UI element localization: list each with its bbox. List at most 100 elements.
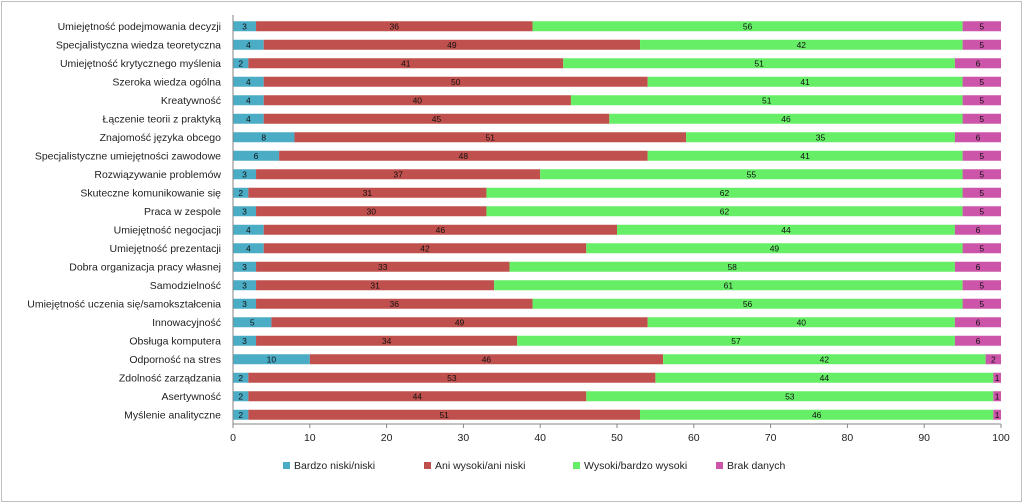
bar-segment	[294, 132, 687, 143]
x-tick-label: 100	[992, 432, 1010, 444]
legend-swatch	[716, 462, 723, 469]
data-label: 51	[439, 410, 449, 420]
data-label: 46	[812, 410, 822, 420]
category-label: Umiejętność krytycznego myślenia	[60, 58, 221, 70]
data-label: 61	[724, 280, 734, 290]
legend: Bardzo niski/niski Ani wysoki/ani niski Wy…	[283, 460, 786, 472]
data-label: 53	[785, 391, 795, 401]
data-label: 62	[720, 188, 730, 198]
data-label: 3	[242, 21, 247, 31]
bar-segment	[954, 317, 1001, 328]
bar-segment	[962, 150, 1001, 161]
data-label: 56	[743, 299, 753, 309]
bar-segment	[263, 224, 617, 235]
legend-swatch	[283, 462, 290, 469]
bar-segment	[494, 280, 963, 291]
data-label: 49	[455, 317, 465, 327]
data-label: 50	[451, 77, 461, 87]
bar-segment	[954, 335, 1001, 346]
data-label: 5	[979, 169, 984, 179]
data-label: 48	[459, 151, 469, 161]
bar-segment	[540, 169, 963, 180]
bar-segment	[248, 391, 587, 402]
data-label: 36	[390, 21, 400, 31]
bar-segment	[962, 39, 1001, 50]
bar-segment	[647, 317, 955, 328]
bar-segment	[517, 335, 955, 346]
category-label: Rozwiązywanie problemów	[94, 169, 221, 181]
data-label: 51	[762, 95, 772, 105]
x-tick-label: 70	[765, 432, 777, 444]
bar-segment	[233, 372, 249, 383]
x-tick-label: 50	[611, 432, 623, 444]
bar-segment	[686, 132, 955, 143]
bar-segment	[256, 21, 533, 32]
bar-segment	[233, 317, 272, 328]
legend-label: Wysoki/bardzo wysoki	[584, 460, 687, 472]
bar-segment	[962, 21, 1001, 32]
bar-segment	[486, 187, 963, 198]
bar-segment	[640, 39, 963, 50]
data-label: 58	[727, 262, 737, 272]
data-label: 41	[800, 77, 810, 87]
data-label: 5	[979, 21, 984, 31]
data-label: 46	[482, 354, 492, 364]
category-label: Kreatywność	[161, 95, 221, 107]
data-label: 2	[238, 58, 243, 68]
category-label: Samodzielność	[150, 280, 221, 292]
bar-segment	[655, 372, 994, 383]
bar-segment	[233, 132, 295, 143]
bar-segment	[954, 132, 1001, 143]
bar-segment	[993, 391, 1001, 402]
data-label: 40	[797, 317, 807, 327]
bar-segment	[233, 243, 264, 254]
data-label: 44	[820, 373, 830, 383]
x-tick-label: 0	[230, 432, 236, 444]
bar-segment	[256, 169, 541, 180]
category-label: Asertywność	[161, 391, 221, 403]
legend-label: Brak danych	[727, 460, 786, 472]
legend-swatch	[424, 462, 431, 469]
category-label: Szeroka wiedza ogólna	[112, 76, 221, 88]
x-tick-label: 40	[534, 432, 546, 444]
data-label: 62	[720, 206, 730, 216]
data-label: 53	[447, 373, 457, 383]
data-label: 3	[242, 206, 247, 216]
data-label: 41	[800, 151, 810, 161]
bar-segment	[233, 354, 310, 365]
bar-segment	[233, 113, 264, 124]
data-label: 4	[246, 77, 251, 87]
data-label: 30	[367, 206, 377, 216]
bar-segment	[233, 150, 280, 161]
data-label: 2	[238, 188, 243, 198]
category-labels: Umiejętność podejmowania decyzji Specjali…	[27, 21, 221, 422]
bar-segment	[962, 113, 1001, 124]
bar-segment	[962, 206, 1001, 217]
bar-segment	[962, 95, 1001, 106]
bar-segment	[233, 39, 264, 50]
data-label: 4	[246, 225, 251, 235]
bar-segment	[233, 58, 249, 69]
category-label: Odporność na stres	[129, 354, 221, 366]
data-label: 44	[781, 225, 791, 235]
bar-segment	[985, 354, 1001, 365]
bar-segment	[248, 409, 641, 420]
bar-segment	[233, 298, 257, 309]
category-label: Umiejętność uczenia się/samokształcenia	[27, 298, 221, 310]
bars-layer: 3 36 56 54 49 42 52 41 51 64 50 41 54 40 51 54 45 46 58 51 3…	[233, 21, 1001, 420]
category-label: Znajomość języka obcego	[100, 132, 222, 144]
category-label: Skuteczne komunikowanie się	[80, 187, 221, 199]
category-label: Umiejętność podejmowania decyzji	[58, 21, 221, 33]
category-label: Specjalistyczna wiedza teoretyczna	[56, 39, 221, 51]
legend-swatch	[573, 462, 580, 469]
bar-segment	[279, 150, 648, 161]
data-label: 31	[363, 188, 373, 198]
category-label: Łączenie teorii z praktyką	[103, 113, 222, 125]
x-tick-label: 30	[458, 432, 470, 444]
data-label: 1	[995, 373, 1000, 383]
x-tick-label: 10	[304, 432, 316, 444]
bar-segment	[532, 21, 963, 32]
category-label: Dobra organizacja pracy własnej	[69, 261, 221, 273]
data-label: 42	[420, 243, 430, 253]
data-label: 51	[754, 58, 764, 68]
